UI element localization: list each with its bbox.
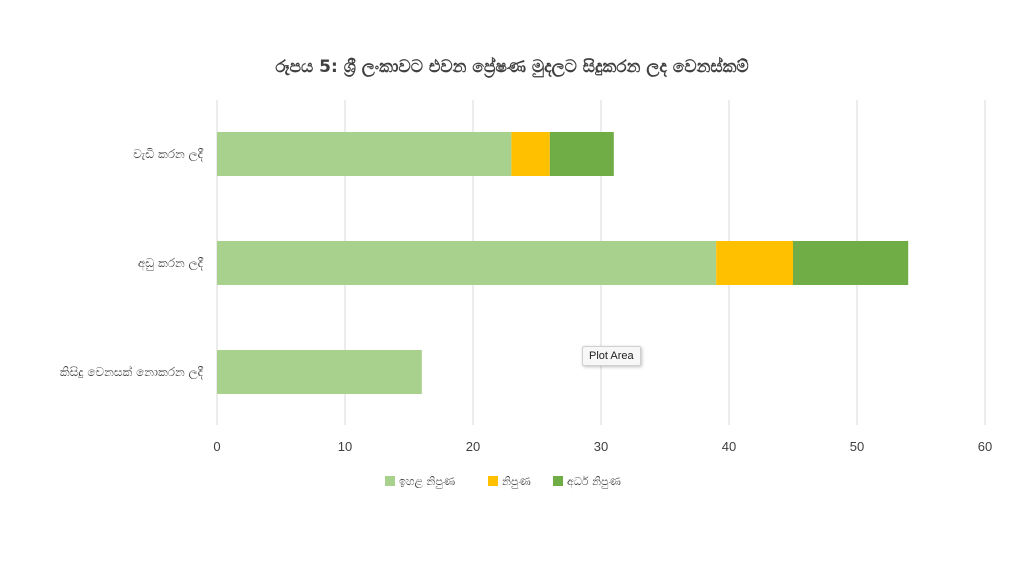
legend-swatch [488, 476, 498, 486]
x-tick-label: 50 [850, 439, 864, 454]
bar-segment [549, 132, 614, 176]
legend-swatch [385, 476, 395, 486]
legend-swatch [553, 476, 563, 486]
bar-segment [217, 132, 512, 176]
x-tick-labels: 0 10 20 30 40 50 60 [213, 439, 992, 454]
legend-label: නිපුණ [502, 475, 531, 488]
x-tick-label: 30 [594, 439, 608, 454]
category-label: කිසිදු වෙනසක් නොකරන ලදී [60, 365, 204, 380]
bars [217, 132, 909, 394]
x-tick-label: 40 [722, 439, 736, 454]
legend: ඉහළ නිපුණ නිපුණ අර්ධ නිපුණ [385, 475, 621, 489]
x-tick-label: 10 [338, 439, 352, 454]
category-label: අඩු කරන ලදී [138, 256, 204, 271]
x-tick-label: 20 [466, 439, 480, 454]
bar-segment [793, 241, 909, 285]
category-labels: වැඩි කරන ලදී අඩු කරන ලදී කිසිදු වෙනසක් නොක… [60, 147, 204, 380]
bar-segment [716, 241, 793, 285]
bar-segment [217, 241, 717, 285]
bar-segment [511, 132, 550, 176]
category-label: වැඩි කරන ලදී [133, 147, 203, 162]
plot-area-tooltip: Plot Area [582, 346, 641, 366]
x-tick-label: 0 [213, 439, 220, 454]
x-tick-label: 60 [978, 439, 992, 454]
bar-segment [217, 350, 422, 394]
legend-label: ඉහළ නිපුණ [399, 475, 455, 489]
legend-label: අර්ධ නිපුණ [567, 475, 621, 489]
chart-title: රූපය 5: ශ්‍රී ලංකාවට එවන ප්‍රේෂණ මුදලට ස… [275, 56, 748, 78]
